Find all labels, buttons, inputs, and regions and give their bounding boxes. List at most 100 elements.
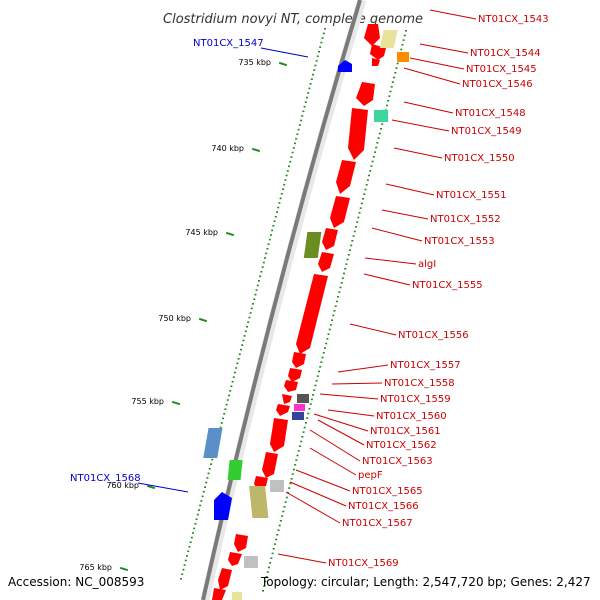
gene-arrow[interactable] xyxy=(330,196,350,228)
gene-label-right[interactable]: NT01CX_1545 xyxy=(466,64,537,75)
tick-dot xyxy=(352,235,355,237)
tick-dot xyxy=(273,220,276,223)
tick-dot xyxy=(200,500,203,502)
gene-block[interactable] xyxy=(244,556,258,568)
leader-line xyxy=(419,43,469,54)
tick-dot xyxy=(276,211,278,213)
scale-label: 740 kbp xyxy=(211,144,244,153)
gene-label-right[interactable]: NT01CX_1555 xyxy=(412,280,483,291)
gene-label-left[interactable]: NT01CX_1568 xyxy=(70,473,141,484)
gene-block[interactable] xyxy=(249,486,269,518)
tick-dot xyxy=(271,552,274,555)
gene-label-right[interactable]: NT01CX_1566 xyxy=(348,501,419,512)
gene-block[interactable] xyxy=(303,232,322,258)
tick-dot xyxy=(304,101,307,103)
gene-label-right[interactable]: NT01CX_1560 xyxy=(376,411,447,422)
gene-block[interactable] xyxy=(292,412,304,420)
gene-arrow[interactable] xyxy=(218,568,232,590)
gene-block[interactable] xyxy=(294,404,305,411)
gene-arrow[interactable] xyxy=(348,108,368,160)
gene-arrow[interactable] xyxy=(296,274,328,354)
gene-label-right[interactable]: NT01CX_1561 xyxy=(370,426,441,437)
gene-arrow[interactable] xyxy=(356,82,375,106)
gene-label-right[interactable]: algI xyxy=(418,259,436,270)
tick-dot xyxy=(210,463,212,466)
leader-line xyxy=(309,429,361,462)
tick-dot xyxy=(295,459,298,461)
tick-dot xyxy=(260,270,263,273)
tick-dot xyxy=(375,146,378,149)
gene-label-right[interactable]: NT01CX_1567 xyxy=(342,518,413,529)
gene-label-right[interactable]: NT01CX_1551 xyxy=(436,190,507,201)
gene-label-right[interactable]: NT01CX_1553 xyxy=(424,236,495,247)
gene-label-right[interactable]: NT01CX_1546 xyxy=(462,79,533,90)
gene-arrow[interactable] xyxy=(336,160,356,194)
tick-dot xyxy=(310,78,313,81)
tick-dot xyxy=(357,216,360,219)
gene-block[interactable] xyxy=(232,592,242,600)
tick-dot xyxy=(252,303,254,305)
gene-arrow-left[interactable] xyxy=(338,60,352,72)
gene-arrow[interactable] xyxy=(228,552,242,566)
gene-arrow[interactable] xyxy=(262,452,278,478)
leader-line xyxy=(371,227,423,242)
gene-arrow[interactable] xyxy=(276,404,290,416)
tick-dot xyxy=(395,67,398,69)
gene-label-right[interactable]: NT01CX_1548 xyxy=(455,108,526,119)
gene-label-right[interactable]: NT01CX_1565 xyxy=(352,486,423,497)
gene-label-right[interactable]: NT01CX_1559 xyxy=(380,394,451,405)
gene-block[interactable] xyxy=(379,30,398,48)
gene-arrow[interactable] xyxy=(322,228,338,250)
gene-arrow[interactable] xyxy=(292,352,306,368)
gene-arrow-left[interactable] xyxy=(214,492,232,520)
gene-label-right[interactable]: NT01CX_1552 xyxy=(430,214,501,225)
gene-label-left[interactable]: NT01CX_1547 xyxy=(193,38,264,49)
gene-label-right[interactable]: NT01CX_1562 xyxy=(366,440,437,451)
tick-dot xyxy=(365,184,368,186)
gene-arrow[interactable] xyxy=(364,24,380,46)
tick-dot xyxy=(313,389,316,391)
gene-arrow[interactable] xyxy=(270,418,288,452)
tick-dot xyxy=(223,413,226,415)
gene-label-right[interactable]: NT01CX_1549 xyxy=(451,126,522,137)
gene-label-right[interactable]: NT01CX_1550 xyxy=(444,153,515,164)
gene-block[interactable] xyxy=(203,428,223,458)
gene-arrow[interactable] xyxy=(282,394,292,404)
leader-line xyxy=(295,469,351,492)
gene-block[interactable] xyxy=(227,460,243,480)
gene-label-right[interactable]: NT01CX_1544 xyxy=(470,48,541,59)
gene-label-right[interactable]: NT01CX_1569 xyxy=(328,558,399,569)
gene-arrow[interactable] xyxy=(318,252,334,272)
gene-label-right[interactable]: NT01CX_1543 xyxy=(478,14,549,25)
tick-dot xyxy=(325,342,328,345)
gene-arrow[interactable] xyxy=(284,380,298,392)
scale-label: 755 kbp xyxy=(131,397,164,406)
gene-label-right[interactable]: NT01CX_1563 xyxy=(362,456,433,467)
tick-dot xyxy=(313,69,316,71)
tick-dot xyxy=(379,128,382,130)
gene-arrow[interactable] xyxy=(288,368,302,382)
genome-title: Clostridium novyi NT, complete genome xyxy=(163,12,423,27)
tick-dot xyxy=(230,385,233,388)
tick-dot xyxy=(240,348,242,351)
tick-dot xyxy=(258,280,260,282)
gene-block[interactable] xyxy=(270,480,284,492)
gene-block[interactable] xyxy=(374,110,388,122)
tick-dot xyxy=(280,193,283,195)
tick-dot xyxy=(277,206,280,209)
gene-label-right[interactable]: NT01CX_1558 xyxy=(384,378,455,389)
gene-arrow[interactable] xyxy=(212,588,226,600)
gene-label-right[interactable]: NT01CX_1556 xyxy=(398,330,469,341)
tick-dot xyxy=(269,562,272,564)
gene-arrow[interactable] xyxy=(234,534,248,552)
tick-dot xyxy=(254,293,257,296)
gene-label-right[interactable]: NT01CX_1557 xyxy=(390,360,461,371)
gene-arrow[interactable] xyxy=(372,58,380,66)
tick-dot xyxy=(296,133,299,136)
gene-block[interactable] xyxy=(297,394,309,403)
gene-label-right[interactable]: pepF xyxy=(358,470,383,481)
tick-dot xyxy=(292,468,295,471)
gene-block[interactable] xyxy=(397,52,409,62)
tick-dot xyxy=(243,335,246,337)
